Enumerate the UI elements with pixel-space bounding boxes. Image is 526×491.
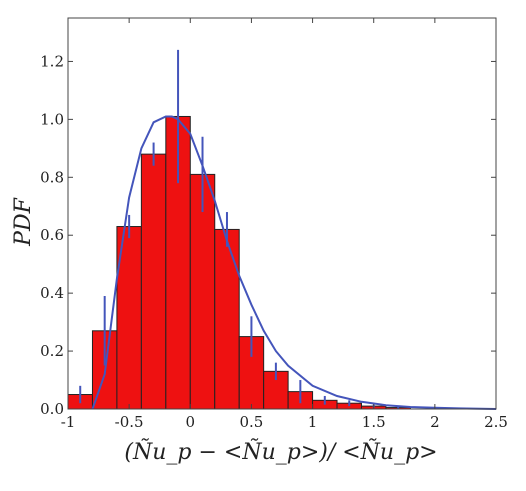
y-tick-label: 1.0 [40,110,64,128]
x-tick-label: 0.5 [239,413,263,431]
y-axis-label: PDF [11,197,36,246]
y-tick-label: 0.4 [40,284,64,302]
x-tick-label: 2 [430,413,440,431]
x-tick-label: 1 [308,413,318,431]
y-tick-label: 0.2 [40,342,64,360]
x-tick-label: 1.5 [362,413,386,431]
histogram-bar-6 [214,228,240,410]
plot-frame [67,17,497,410]
x-tick-label: -0.5 [115,413,144,431]
histogram-bars [67,115,411,410]
x-tick-label: -1 [61,413,76,431]
histogram-bar-3 [140,153,167,410]
x-axis-label: (Ñu_p − <Ñu_p>)/ <Ñu_p> [124,437,437,465]
y-tick-label: 0.0 [40,400,64,418]
y-tick-label: 0.6 [40,226,64,244]
y-tick-label: 1.2 [40,52,64,70]
x-tick-label: 0 [186,413,196,431]
x-tick-label: 2.5 [484,413,508,431]
y-axis-ticks: 0.0 0.2 0.4 0.6 0.8 1.0 1.2 [40,52,496,418]
fit-curve [91,115,497,410]
x-axis-ticks: -1 -0.5 0 0.5 1 1.5 2 2.5 [61,18,508,431]
y-tick-label: 0.8 [40,168,64,186]
